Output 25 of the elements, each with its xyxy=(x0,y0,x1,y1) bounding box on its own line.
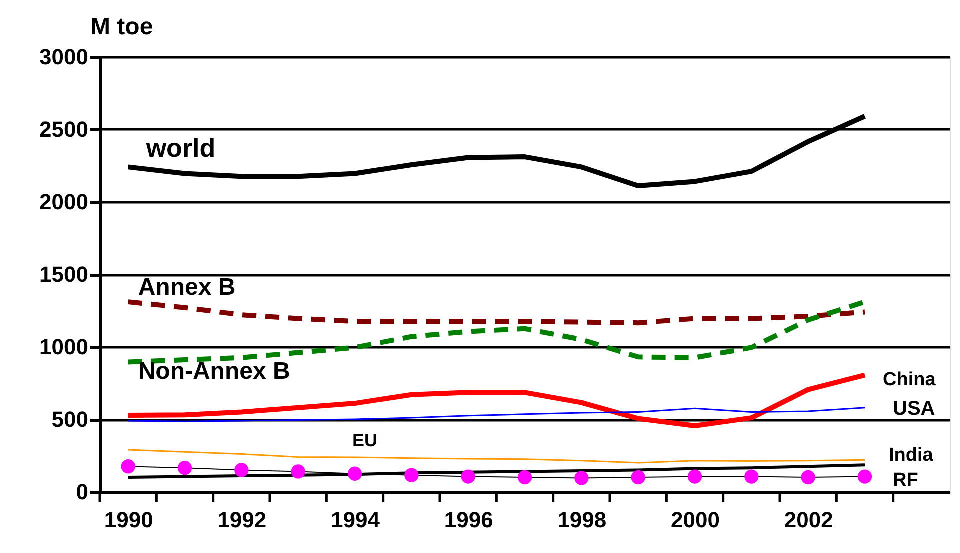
x-tick-label: 1992 xyxy=(218,508,267,532)
series-label: Non-Annex B xyxy=(138,358,290,386)
x-tick-label: 1990 xyxy=(104,508,154,532)
series-label: India xyxy=(889,445,934,466)
y-tick-label: 500 xyxy=(52,407,88,432)
x-tick-label: 2000 xyxy=(671,508,720,532)
y-tick-label: 1500 xyxy=(40,262,88,287)
x-tick-label: 1998 xyxy=(558,508,607,532)
series-label: world xyxy=(145,133,216,164)
series-label: RF xyxy=(893,470,918,491)
y-tick-label: 0 xyxy=(76,480,88,504)
series-label: USA xyxy=(893,398,936,420)
line-series xyxy=(128,449,866,464)
y-tick-label: 2500 xyxy=(40,117,88,142)
x-tick-label: 2002 xyxy=(784,508,834,532)
x-tick-label: 1996 xyxy=(444,508,494,532)
series-label: EU xyxy=(352,430,378,450)
series-label: China xyxy=(883,369,936,390)
y-tick-label: 2000 xyxy=(40,190,88,214)
line-series xyxy=(128,407,866,422)
series-label: Annex B xyxy=(138,274,236,302)
y-tick-label: 1000 xyxy=(40,334,88,360)
y-tick-label: 3000 xyxy=(40,44,88,70)
x-tick-label: 1994 xyxy=(331,508,381,532)
y-axis-title: M toe xyxy=(90,14,154,40)
